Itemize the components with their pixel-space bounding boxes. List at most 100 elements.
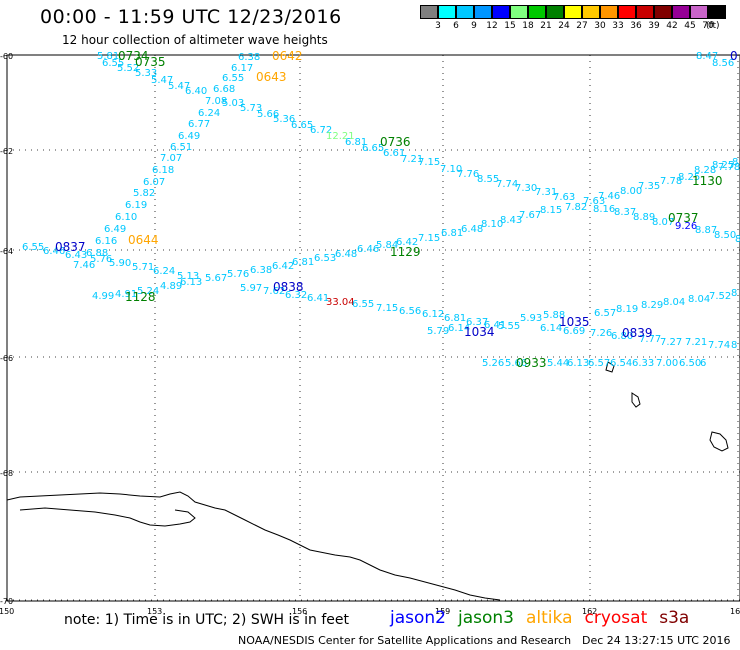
pass-time-label: 0839: [622, 326, 653, 340]
wave-height-label: 4.89: [160, 281, 182, 292]
scale-label-13: 42: [666, 21, 678, 31]
wave-height-label: 6.42: [272, 261, 294, 272]
wave-height-label: 6.49: [178, 131, 200, 142]
wave-height-label: 5.36: [273, 114, 295, 125]
legend-jason3: jason3: [458, 608, 514, 628]
scale-label-2: 9: [471, 21, 477, 31]
wave-height-label: 5.44: [547, 358, 569, 369]
scale-swatch-7: [546, 5, 564, 19]
wave-height-label: 6.32: [285, 290, 307, 301]
scale-label-7: 24: [558, 21, 570, 31]
lon-label: 159: [435, 607, 450, 616]
wave-height-label: 6.80: [611, 331, 633, 342]
wave-height-label: 6.54: [610, 358, 632, 369]
wave-height-label: 4.99: [92, 291, 114, 302]
lat-label: -68: [0, 469, 13, 478]
wave-height-label: 6.19: [125, 200, 147, 211]
wave-height-label: 6.14: [448, 323, 470, 334]
scale-swatch-10: [600, 5, 618, 19]
wave-height-label: 5.73: [240, 103, 262, 114]
wave-height-label: 6.16: [95, 236, 117, 247]
wave-height-label: 5.24: [137, 286, 159, 297]
graticule: [6, 54, 740, 601]
wave-height-label: 7.31: [535, 187, 557, 198]
wave-height-label: 6.50: [679, 358, 701, 369]
wave-height-label: 6.55: [102, 58, 124, 69]
wave-height-label: 6.24: [198, 108, 220, 119]
wave-height-label: 5.26: [482, 358, 504, 369]
scale-label-6: 21: [540, 21, 552, 31]
lon-label: 162: [582, 607, 597, 616]
lat-label: -70: [0, 597, 13, 606]
wave-height-label: 6.17: [231, 63, 253, 74]
pass-time-label: 0737: [668, 211, 699, 225]
pass-time-label: 0736: [380, 135, 411, 149]
scale-unit: (ft): [706, 21, 720, 31]
wave-height-label: 6.81: [292, 257, 314, 268]
wave-height-label: 9.26: [675, 221, 697, 232]
scale-swatch-9: [582, 5, 600, 19]
wave-height-label: 8: [731, 340, 737, 351]
wave-height-label: 12.21: [326, 131, 355, 142]
lon-label: 153: [147, 607, 162, 616]
wave-height-label: 6.46: [357, 244, 379, 255]
wave-height-label: 7.07: [160, 153, 182, 164]
wave-height-label: 7.21: [685, 337, 707, 348]
lon-label: 150: [0, 607, 14, 616]
wave-height-label: 7.00: [656, 358, 678, 369]
scale-swatch-2: [456, 5, 474, 19]
wave-height-label: 7.52: [709, 291, 731, 302]
wave-height-label: 8.16: [593, 204, 615, 215]
pass-time-label: 0735: [135, 55, 166, 69]
wave-height-label: 6.46: [43, 246, 65, 257]
coastline-main: [6, 491, 501, 601]
scale-label-4: 15: [504, 21, 516, 31]
wave-height-label: 6.68: [213, 84, 235, 95]
wave-height-label: 6.43: [65, 250, 87, 261]
scale-label-8: 27: [576, 21, 588, 31]
scale-swatch-6: [528, 5, 546, 19]
wave-height-label: 6.81: [345, 137, 367, 148]
wave-height-label: 8: [735, 234, 740, 245]
scale-label-1: 6: [453, 21, 459, 31]
wave-height-label: 7.15: [418, 157, 440, 168]
wave-height-label: 8.04: [688, 294, 710, 305]
wave-height-label: 7.74: [708, 340, 730, 351]
wave-height-label: 7.62: [263, 286, 285, 297]
wave-height-label: 6.38: [238, 52, 260, 63]
wave-height-label: 5.76: [90, 254, 112, 265]
scale-swatch-4: [492, 5, 510, 19]
island-2: [631, 392, 641, 408]
scale-label-0: 3: [435, 21, 441, 31]
wave-height-label: 8.29: [641, 300, 663, 311]
wave-height-label: 5.97: [240, 283, 262, 294]
satellite-legend: jason2 jason3 altika cryosat s3a: [390, 608, 689, 628]
wave-height-label: 6.48: [461, 224, 483, 235]
wave-height-label: 8.07: [652, 217, 674, 228]
wave-height-label: 6.77: [188, 119, 210, 130]
wave-height-label: 8.28: [694, 165, 716, 176]
wave-height-label: 6.41: [484, 320, 506, 331]
wave-height-label: 8.37: [614, 207, 636, 218]
scale-label-10: 33: [612, 21, 624, 31]
pass-time-label: 0734: [118, 49, 149, 63]
wave-height-label: 6.88: [86, 248, 108, 259]
lat-label: -66: [0, 354, 13, 363]
wave-height-label: 5.93: [520, 313, 542, 324]
wave-height-label: 8.19: [616, 304, 638, 315]
wave-height-label: 8.50: [714, 230, 736, 241]
wave-height-label: 5.47: [151, 75, 173, 86]
wave-height-label: 7.46: [73, 260, 95, 271]
wave-height-label: 8.89: [633, 212, 655, 223]
wave-height-label: 8.56: [712, 58, 734, 69]
wave-height-label: 7.78: [718, 162, 740, 173]
pass-time-label: 0643: [256, 70, 287, 84]
wave-height-label: 6.37: [466, 317, 488, 328]
wave-height-label: 5.82: [133, 188, 155, 199]
wave-height-label: 5.84: [376, 240, 398, 251]
lon-label: 165: [730, 607, 740, 616]
scale-swatch-8: [564, 5, 582, 19]
lon-label: 156: [292, 607, 307, 616]
wave-height-label: 5.71: [132, 262, 154, 273]
